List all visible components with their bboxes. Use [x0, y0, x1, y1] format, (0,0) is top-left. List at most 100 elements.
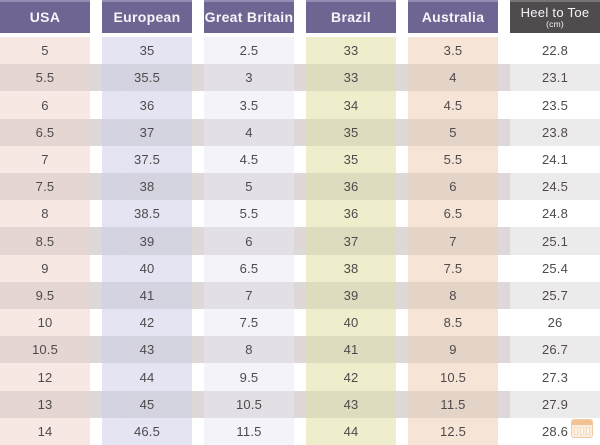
cell-european: 45 — [102, 390, 192, 418]
cell-usa: 8 — [0, 200, 90, 228]
cell-brazil: 39 — [306, 281, 396, 310]
cell-usa: 8.5 — [0, 227, 90, 255]
column-header-brazil: Brazil — [306, 0, 396, 33]
cell-heel-to-toe: 24.8 — [510, 200, 600, 228]
cell-usa: 6 — [0, 91, 90, 119]
table-row: 5 35 2.5 33 3.5 22.8 — [0, 37, 600, 65]
cell-brazil: 40 — [306, 309, 396, 337]
cell-european: 42 — [102, 309, 192, 337]
table-row: 13 45 10.5 43 11.5 27.9 — [0, 390, 600, 418]
cell-brazil: 34 — [306, 91, 396, 119]
cell-great-britain: 3.5 — [204, 91, 294, 119]
cell-australia: 6.5 — [408, 200, 498, 228]
cell-european: 38.5 — [102, 200, 192, 228]
cell-heel-to-toe: 25.1 — [510, 227, 600, 255]
cell-brazil: 36 — [306, 200, 396, 228]
cell-brazil: 37 — [306, 227, 396, 255]
cell-australia: 3.5 — [408, 37, 498, 65]
table-row: 8 38.5 5.5 36 6.5 24.8 — [0, 200, 600, 228]
cell-european: 37 — [102, 118, 192, 146]
table-row: 10.5 43 8 41 9 26.7 — [0, 336, 600, 364]
brand-watermark-icon — [571, 419, 593, 438]
cell-great-britain: 5.5 — [204, 200, 294, 228]
cell-european: 43 — [102, 336, 192, 364]
column-header-european: European — [102, 0, 192, 33]
cell-brazil: 33 — [306, 64, 396, 92]
cell-heel-to-toe: 23.8 — [510, 118, 600, 146]
cell-heel-to-toe: 27.3 — [510, 363, 600, 391]
table-row: 9.5 41 7 39 8 25.7 — [0, 281, 600, 310]
column-header-great-britain: Great Britain — [204, 0, 294, 33]
table-row: 7 37.5 4.5 35 5.5 24.1 — [0, 145, 600, 174]
cell-australia: 12.5 — [408, 417, 498, 445]
watermark-grid — [572, 425, 592, 435]
cell-great-britain: 4 — [204, 118, 294, 146]
cell-heel-to-toe: 23.1 — [510, 64, 600, 92]
column-header-label: Heel to Toe — [520, 5, 590, 21]
cell-usa: 10 — [0, 309, 90, 337]
cell-australia: 5.5 — [408, 145, 498, 174]
cell-brazil: 36 — [306, 173, 396, 201]
cell-usa: 7.5 — [0, 173, 90, 201]
table-row: 6.5 37 4 35 5 23.8 — [0, 118, 600, 146]
column-header-label: Australia — [421, 9, 485, 26]
cell-usa: 14 — [0, 417, 90, 445]
cell-brazil: 35 — [306, 118, 396, 146]
watermark-header-bar — [572, 420, 592, 425]
cell-heel-to-toe: 25.4 — [510, 254, 600, 282]
cell-heel-to-toe: 27.9 — [510, 390, 600, 418]
cell-great-britain: 8 — [204, 336, 294, 364]
cell-great-britain: 3 — [204, 64, 294, 92]
cell-usa: 9 — [0, 254, 90, 282]
column-header-label: Brazil — [331, 9, 371, 26]
cell-european: 46.5 — [102, 417, 192, 445]
cell-usa: 12 — [0, 363, 90, 391]
cell-heel-to-toe: 24.1 — [510, 145, 600, 174]
cell-australia: 9 — [408, 336, 498, 364]
column-header-usa: USA — [0, 0, 90, 33]
table-row: 14 46.5 11.5 44 12.5 28.6 — [0, 417, 600, 445]
cell-usa: 9.5 — [0, 281, 90, 310]
cell-european: 35.5 — [102, 64, 192, 92]
cell-australia: 7.5 — [408, 254, 498, 282]
cell-great-britain: 7 — [204, 281, 294, 310]
cell-australia: 8.5 — [408, 309, 498, 337]
table-row: 10 42 7.5 40 8.5 26 — [0, 309, 600, 337]
cell-brazil: 44 — [306, 417, 396, 445]
cell-brazil: 42 — [306, 363, 396, 391]
cell-usa: 5 — [0, 37, 90, 65]
table-row: 7.5 38 5 36 6 24.5 — [0, 173, 600, 201]
cell-european: 44 — [102, 363, 192, 391]
cell-australia: 5 — [408, 118, 498, 146]
table-row: 8.5 39 6 37 7 25.1 — [0, 227, 600, 255]
cell-european: 40 — [102, 254, 192, 282]
cell-australia: 10.5 — [408, 363, 498, 391]
cell-brazil: 43 — [306, 390, 396, 418]
cell-great-britain: 5 — [204, 173, 294, 201]
cell-usa: 7 — [0, 145, 90, 174]
cell-brazil: 35 — [306, 145, 396, 174]
header-body-divider — [0, 33, 600, 37]
cell-european: 41 — [102, 281, 192, 310]
table-row: 9 40 6.5 38 7.5 25.4 — [0, 254, 600, 282]
cell-brazil: 38 — [306, 254, 396, 282]
cell-european: 35 — [102, 37, 192, 65]
table-header-row: USA European Great Britain Brazil Austra… — [0, 0, 600, 33]
column-header-australia: Australia — [408, 0, 498, 33]
table-row: 12 44 9.5 42 10.5 27.3 — [0, 363, 600, 391]
cell-australia: 4 — [408, 64, 498, 92]
column-header-label: USA — [29, 9, 61, 26]
cell-australia: 7 — [408, 227, 498, 255]
cell-brazil: 33 — [306, 37, 396, 65]
column-header-unit: (cm) — [546, 18, 564, 29]
cell-australia: 4.5 — [408, 91, 498, 119]
cell-european: 38 — [102, 173, 192, 201]
cell-heel-to-toe: 22.8 — [510, 37, 600, 65]
cell-heel-to-toe: 23.5 — [510, 91, 600, 119]
cell-australia: 8 — [408, 281, 498, 310]
cell-usa: 6.5 — [0, 118, 90, 146]
cell-australia: 11.5 — [408, 390, 498, 418]
column-header-heel-to-toe: Heel to Toe (cm) — [510, 0, 600, 33]
cell-great-britain: 6.5 — [204, 254, 294, 282]
